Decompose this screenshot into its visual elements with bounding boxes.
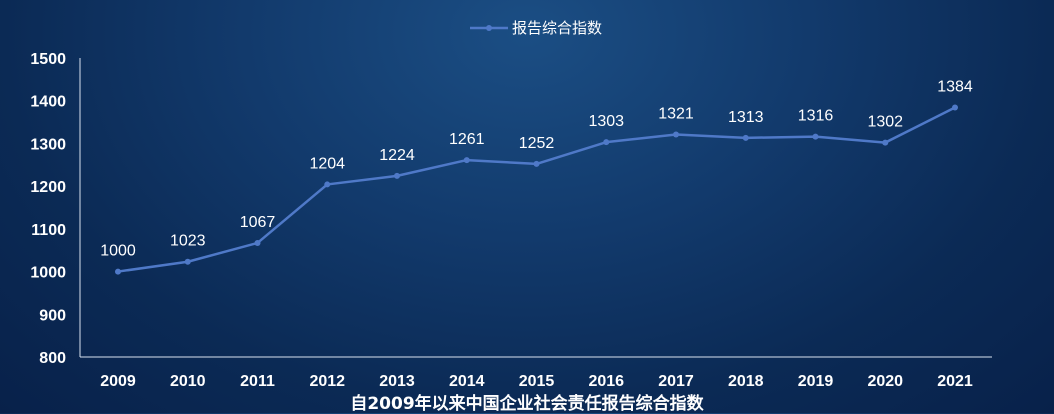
data-label: 1224: [379, 147, 415, 164]
data-point: [324, 181, 331, 188]
data-labels: 1000 1023 1067 1204 1224 1261 1252 1303 1321 1313…: [100, 79, 973, 260]
x-tick-label: 2011: [240, 373, 275, 390]
data-point: [952, 104, 958, 111]
x-tick-label: 2015: [519, 373, 555, 390]
data-label: 1261: [449, 131, 485, 148]
data-label: 1316: [798, 108, 834, 125]
series-line-path: [117, 106, 956, 273]
data-label: 1384: [937, 79, 973, 96]
data-point: [394, 172, 400, 179]
x-tick-label: 2009: [100, 373, 136, 390]
y-tick-label: 900: [39, 307, 66, 324]
y-tick-label: 1200: [30, 179, 66, 196]
data-point: [882, 139, 889, 146]
x-tick-label: 2021: [937, 373, 973, 390]
x-tick-label: 2019: [798, 373, 834, 390]
data-label: 1252: [519, 135, 555, 152]
data-label: 1067: [240, 214, 276, 231]
y-tick-label: 1300: [30, 136, 66, 153]
data-label: 1303: [588, 113, 624, 130]
x-tick-label: 2020: [867, 373, 903, 390]
x-tick-labels: 2009 2010 2011 2012 2013 2014 2015 2016 2017 2018…: [100, 373, 973, 390]
data-point: [742, 134, 749, 141]
data-label: 1023: [170, 233, 206, 250]
y-tick-labels: 800 900 1000 1100 1200 1300 1400 1500: [30, 51, 66, 367]
series-line: [117, 106, 956, 273]
data-point: [184, 258, 191, 265]
chart-title: 自2009年以来中国企业社会责任报告综合指数: [350, 394, 704, 414]
y-tick-label: 1000: [30, 265, 66, 282]
data-point: [812, 133, 819, 140]
x-tick-label: 2012: [309, 373, 345, 390]
legend-label: 报告综合指数: [512, 19, 602, 37]
data-label: 1313: [728, 109, 764, 126]
x-tick-label: 2014: [449, 373, 485, 390]
data-point: [673, 131, 679, 138]
x-tick-label: 2016: [588, 373, 624, 390]
data-label: 1321: [658, 105, 694, 122]
x-tick-label: 2017: [658, 373, 694, 390]
data-label: 1204: [309, 155, 345, 172]
data-point: [533, 160, 540, 167]
data-label: 1302: [867, 114, 903, 131]
data-label: 1000: [100, 243, 136, 260]
y-tick-label: 800: [39, 350, 66, 367]
data-points: [115, 104, 958, 275]
y-tick-label: 1100: [31, 222, 66, 239]
data-point: [463, 157, 470, 164]
x-tick-label: 2018: [728, 373, 764, 390]
data-point: [603, 139, 610, 146]
data-point: [254, 239, 261, 246]
y-tick-label: 1500: [30, 51, 66, 68]
legend-marker: [486, 25, 492, 31]
x-tick-label: 2010: [170, 373, 206, 390]
legend: 报告综合指数: [470, 19, 602, 37]
x-tick-label: 2013: [379, 373, 415, 390]
data-point: [115, 268, 121, 275]
y-tick-label: 1400: [30, 94, 66, 111]
